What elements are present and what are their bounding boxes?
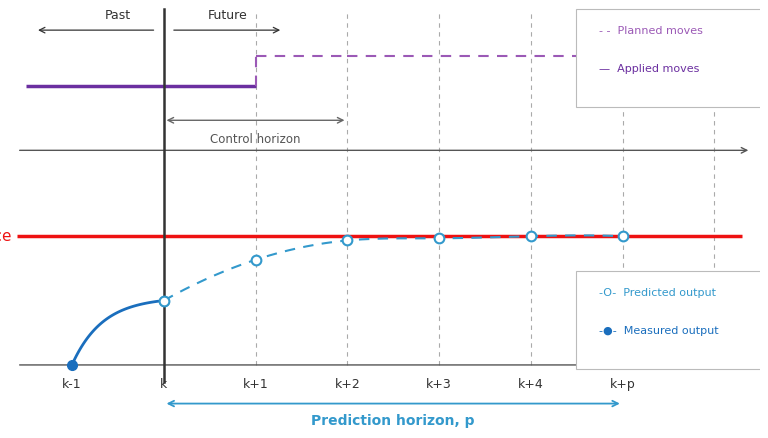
Text: k+4: k+4 xyxy=(518,378,544,391)
Text: k+p: k+p xyxy=(610,378,635,391)
Text: Reference: Reference xyxy=(0,229,12,244)
Text: -O-  Predicted output: -O- Predicted output xyxy=(598,288,716,298)
Text: k+2: k+2 xyxy=(334,378,360,391)
FancyBboxPatch shape xyxy=(576,271,768,369)
Text: -●-  Measured output: -●- Measured output xyxy=(598,326,718,336)
Text: k-1: k-1 xyxy=(62,378,81,391)
Text: Future: Future xyxy=(208,9,248,21)
Text: k: k xyxy=(160,378,167,391)
Text: Past: Past xyxy=(104,9,131,21)
Text: Prediction horizon, p: Prediction horizon, p xyxy=(312,414,475,428)
Text: k+3: k+3 xyxy=(426,378,452,391)
Text: —  Applied moves: — Applied moves xyxy=(598,64,699,74)
FancyBboxPatch shape xyxy=(576,9,768,107)
Text: k+1: k+1 xyxy=(243,378,268,391)
Text: - -  Planned moves: - - Planned moves xyxy=(598,26,703,36)
Text: Control horizon: Control horizon xyxy=(210,133,301,146)
